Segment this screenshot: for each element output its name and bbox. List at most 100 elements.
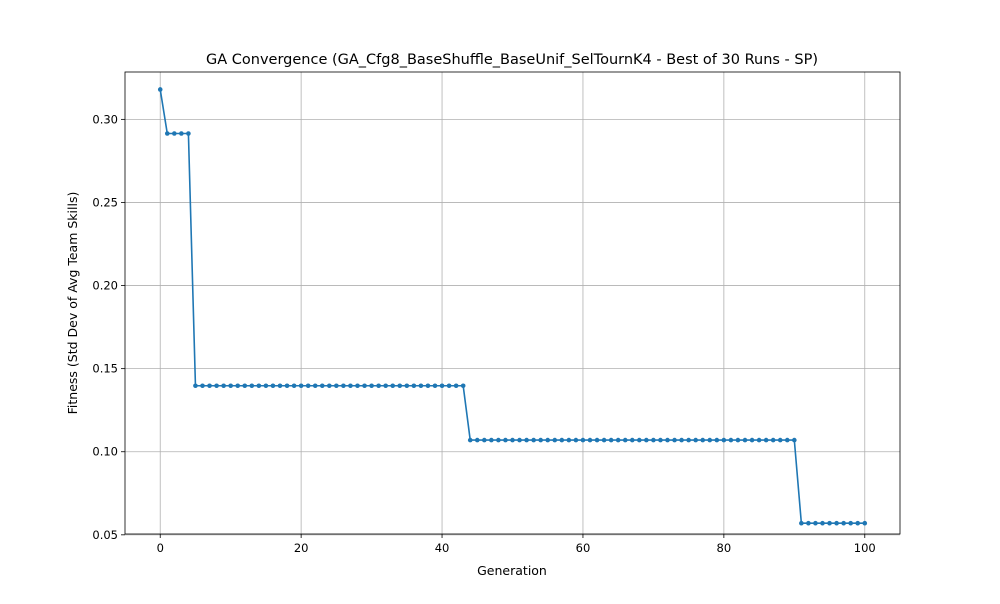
data-point — [284, 383, 290, 389]
data-point — [369, 383, 374, 389]
data-point — [679, 437, 684, 443]
data-point — [221, 383, 226, 389]
x-tick-label: 60 — [576, 541, 591, 555]
data-point — [291, 383, 297, 389]
y-tick-label: 0.30 — [92, 112, 118, 126]
x-tick-label: 80 — [717, 541, 732, 555]
data-point — [629, 437, 635, 443]
data-point — [249, 383, 255, 389]
data-point — [355, 383, 360, 389]
data-point — [693, 437, 698, 443]
x-tick-label: 0 — [157, 541, 164, 555]
data-point — [496, 437, 501, 443]
data-point — [742, 437, 748, 443]
data-point — [482, 437, 487, 443]
data-point — [813, 520, 818, 526]
data-point — [622, 437, 628, 443]
data-point — [566, 437, 572, 443]
data-point — [784, 437, 790, 443]
data-point — [277, 383, 283, 389]
data-point — [510, 437, 515, 443]
data-point — [686, 437, 691, 443]
data-point — [242, 383, 248, 389]
data-point — [721, 437, 727, 443]
data-point — [404, 383, 410, 389]
data-point — [714, 437, 720, 443]
data-point — [460, 383, 466, 389]
data-point — [341, 383, 346, 389]
grid-layer — [125, 72, 900, 536]
data-point — [432, 383, 438, 389]
data-point — [707, 437, 713, 443]
x-axis-label: Generation — [477, 563, 547, 578]
data-point — [601, 437, 607, 443]
plot-area-frame — [124, 71, 901, 535]
data-point — [172, 131, 177, 136]
data-point — [474, 437, 480, 443]
y-tick-label: 0.25 — [92, 195, 118, 209]
data-point — [531, 437, 536, 443]
data-point — [538, 437, 543, 443]
data-point — [446, 383, 452, 389]
data-point — [397, 383, 403, 389]
data-point — [799, 520, 804, 526]
data-point — [186, 131, 191, 136]
data-point — [651, 437, 656, 443]
data-point — [792, 437, 797, 443]
y-tick-label: 0.20 — [92, 279, 118, 293]
data-point — [644, 437, 649, 443]
data-point — [756, 437, 762, 443]
data-point — [848, 520, 853, 526]
data-point — [376, 383, 381, 389]
data-point — [467, 437, 473, 443]
data-point — [503, 437, 508, 443]
data-point — [545, 437, 551, 443]
data-point — [179, 131, 184, 136]
data-point — [524, 437, 529, 443]
data-point — [362, 383, 367, 389]
data-point — [827, 520, 832, 526]
data-point — [200, 383, 205, 389]
data-point — [517, 437, 522, 443]
data-point — [298, 383, 304, 389]
data-point — [489, 437, 494, 443]
y-tick-label: 0.15 — [92, 362, 118, 376]
data-point — [559, 437, 565, 443]
data-point — [439, 383, 445, 389]
data-point — [164, 131, 170, 136]
data-point — [841, 520, 846, 526]
data-point — [806, 520, 811, 526]
series-layer — [157, 87, 868, 526]
data-point — [418, 383, 424, 389]
data-point — [305, 383, 311, 389]
x-tick-label: 40 — [435, 541, 450, 555]
data-point — [327, 383, 332, 389]
data-point — [425, 383, 431, 389]
data-point — [312, 383, 318, 389]
data-point — [193, 383, 198, 389]
data-point — [728, 437, 734, 443]
x-tick-label: 20 — [294, 541, 309, 555]
ticks-layer: 0 20 40 60 80 100 0.05 0.10 0.15 0.20 0.25 0.30 — [92, 112, 875, 555]
data-point — [348, 383, 353, 389]
data-point — [334, 383, 339, 389]
data-point — [594, 437, 600, 443]
data-point — [608, 437, 614, 443]
x-tick-label: 100 — [854, 541, 876, 555]
data-point — [411, 383, 417, 389]
data-point — [658, 437, 663, 443]
y-tick-label: 0.05 — [92, 528, 118, 542]
data-point — [552, 437, 558, 443]
data-point — [214, 383, 219, 389]
data-point — [672, 437, 677, 443]
data-point — [777, 437, 783, 443]
data-point — [749, 437, 755, 443]
data-point — [207, 383, 212, 389]
data-point — [235, 383, 241, 389]
data-point — [834, 520, 839, 526]
data-point — [862, 520, 868, 526]
data-point — [587, 437, 593, 443]
data-point — [735, 437, 741, 443]
